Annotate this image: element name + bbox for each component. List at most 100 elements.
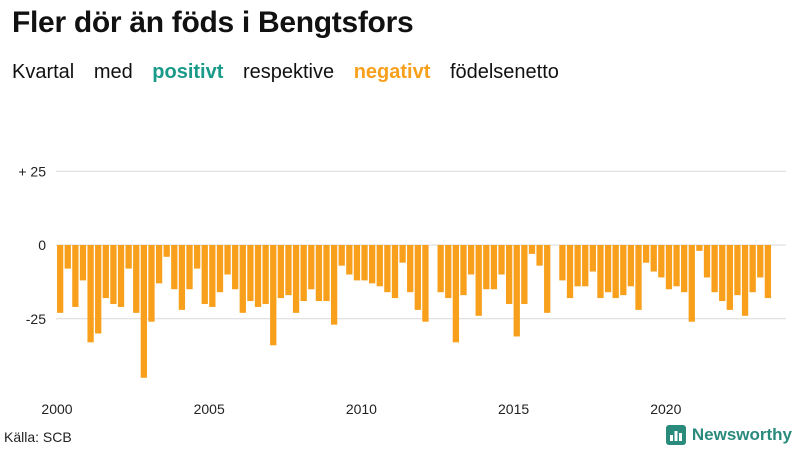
bar (140, 245, 148, 378)
bar (361, 245, 368, 281)
chart-subtitle: Kvartal med positivt respektive negativt… (12, 61, 573, 84)
bar (475, 245, 482, 316)
bar (353, 245, 361, 281)
bar (498, 245, 505, 275)
bar (346, 245, 353, 275)
bar (528, 245, 536, 254)
bar (323, 245, 330, 302)
bar (604, 245, 612, 293)
bar (300, 245, 307, 302)
bar (308, 245, 315, 290)
bar (719, 245, 726, 302)
bar (369, 245, 376, 284)
bar (171, 245, 178, 290)
x-tick-label: 2000 (41, 401, 72, 417)
bar-chart: + 25 0 -25 2000 2005 2010 2015 2020 (18, 163, 786, 417)
bar (658, 245, 665, 278)
bar (384, 245, 391, 293)
bar (505, 245, 513, 304)
bar (582, 245, 589, 287)
bar (726, 245, 733, 310)
axis-labels: + 25 0 -25 2000 2005 2010 2015 2020 (18, 163, 681, 417)
x-tick-label: 2015 (498, 401, 529, 417)
x-tick-label: 2010 (346, 401, 377, 417)
bar (627, 245, 635, 287)
bar (688, 245, 695, 322)
bar (285, 245, 292, 296)
bar (125, 245, 132, 269)
bar (536, 245, 543, 266)
bar (201, 245, 208, 304)
bar (64, 245, 71, 269)
bar (711, 245, 718, 293)
brand-name: Newsworthy (691, 425, 792, 444)
bar (239, 245, 246, 313)
bar (544, 245, 551, 313)
bar (696, 245, 703, 251)
bar (110, 245, 117, 304)
y-tick-label: 0 (38, 237, 46, 253)
bar (148, 245, 155, 322)
bar (757, 245, 764, 278)
bar (635, 245, 642, 310)
bar (490, 245, 498, 290)
bar (460, 245, 467, 296)
bar (330, 245, 338, 325)
bar (224, 245, 231, 275)
bar (292, 245, 300, 313)
bar (734, 245, 741, 296)
brand-logo: Newsworthy (665, 425, 792, 445)
bar (87, 245, 94, 343)
bar (574, 245, 581, 287)
bar (399, 245, 406, 263)
bar (72, 245, 79, 307)
bar (612, 245, 619, 299)
bar (277, 245, 284, 299)
bar (117, 245, 125, 307)
bar (673, 245, 680, 287)
legend-positive: positivt (152, 61, 224, 83)
bar (566, 245, 574, 299)
bar (270, 245, 277, 346)
bar (665, 245, 673, 290)
bar (414, 245, 421, 310)
bar (133, 245, 140, 313)
bar (483, 245, 490, 290)
bar (513, 245, 520, 337)
legend-negative: negativt (353, 61, 431, 83)
bar (315, 245, 323, 302)
bar (376, 245, 383, 287)
bar (422, 245, 429, 322)
bar (764, 245, 772, 299)
bar (338, 245, 345, 266)
bar (452, 245, 460, 343)
bar (391, 245, 399, 299)
bar (178, 245, 186, 310)
bar (186, 245, 193, 290)
y-tick-label: + 25 (18, 163, 46, 179)
bar (95, 245, 102, 334)
bar (437, 245, 444, 293)
bar (193, 245, 201, 269)
bar (681, 245, 688, 293)
bar (467, 245, 475, 275)
bar-chart-icon (665, 425, 686, 445)
bar (407, 245, 414, 293)
bar (232, 245, 239, 290)
subtitle-word-kvartal: Kvartal (12, 61, 75, 83)
bar (155, 245, 163, 284)
x-tick-label: 2020 (650, 401, 681, 417)
bar (521, 245, 528, 304)
bar (254, 245, 262, 307)
y-tick-label: -25 (26, 311, 46, 327)
bar (703, 245, 711, 278)
x-tick-label: 2005 (194, 401, 225, 417)
subtitle-word-med: med (93, 61, 133, 83)
subtitle-word-respektive: respektive (242, 61, 335, 83)
bar (749, 245, 756, 293)
bar (650, 245, 657, 272)
bar (209, 245, 216, 307)
bar (741, 245, 749, 316)
chart-title: Fler dör än föds i Bengtsfors (12, 6, 414, 39)
bar (247, 245, 254, 302)
